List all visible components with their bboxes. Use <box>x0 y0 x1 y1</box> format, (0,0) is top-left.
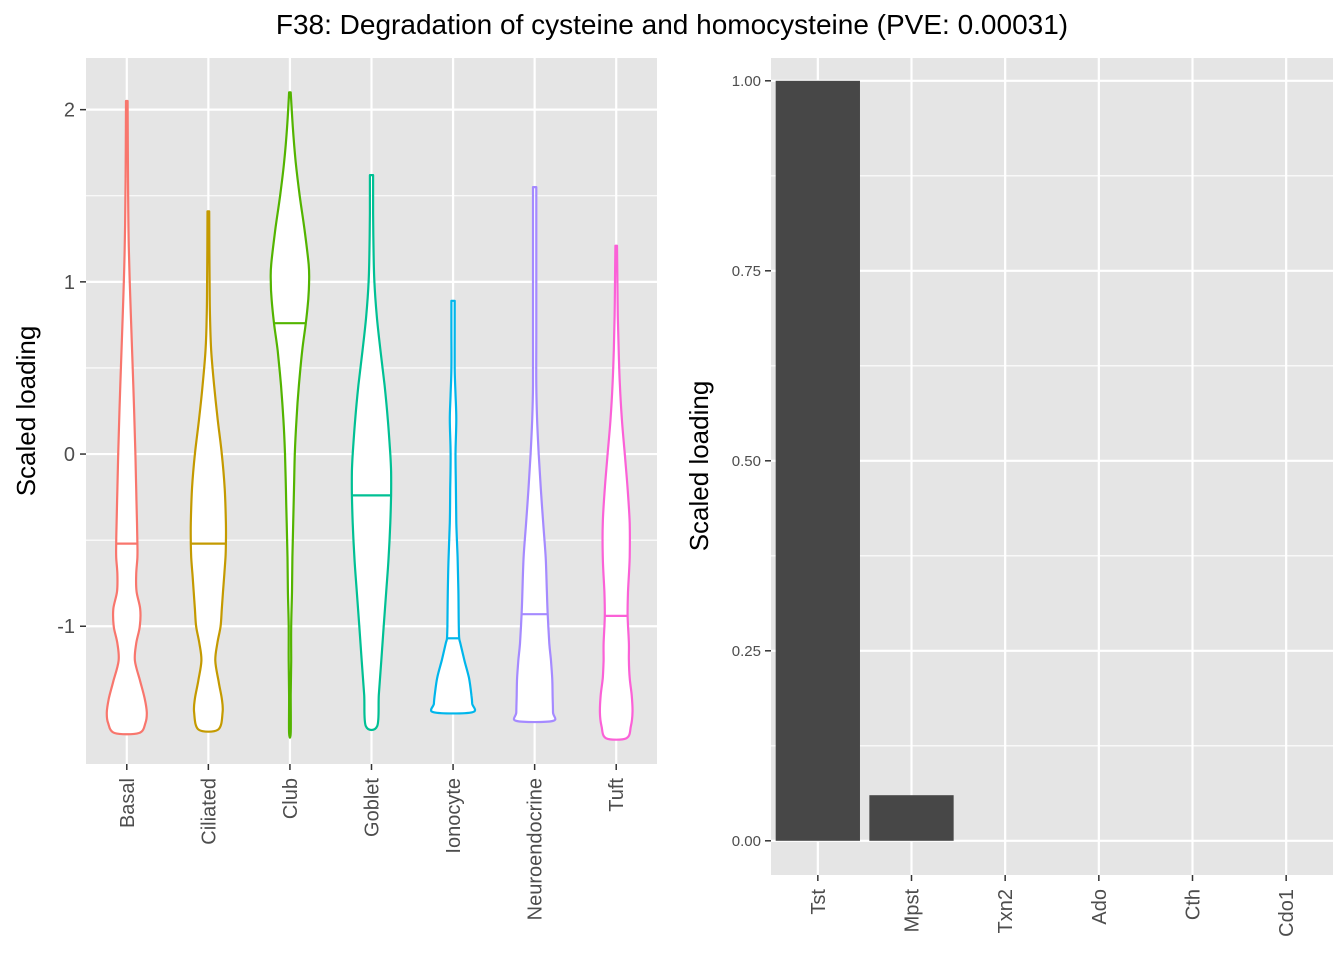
violin-basal <box>105 99 148 736</box>
bar-panel-background <box>771 58 1333 875</box>
violin-y-axis-title: Scaled loading <box>11 326 41 497</box>
bar-tst <box>775 80 860 841</box>
violin-y-tick-label: 1 <box>64 272 75 294</box>
bar-x-tick-label: Mpst <box>902 889 924 933</box>
violin-ionocyte <box>429 299 477 715</box>
violin-goblet <box>350 174 393 732</box>
violin-x-axis: Basal Ciliated Club Goblet Ionocyte Neuroendo… <box>117 764 628 920</box>
bar-y-tick-label: 0.50 <box>732 453 761 470</box>
violin-y-tick-label: 0 <box>64 444 75 466</box>
violin-x-tick-label: Basal <box>117 778 139 828</box>
violin-x-tick-label: Ciliated <box>198 778 220 845</box>
bar-y-tick-label: 1.00 <box>732 73 761 90</box>
violin-neuroendocrine <box>512 186 557 724</box>
bar-x-axis: Tst Mpst Txn2 Ado Cth Cdo1 <box>808 875 1298 937</box>
violin-y-axis: -1 0 1 2 <box>57 100 86 638</box>
violin-shapes <box>105 91 634 741</box>
violin-ciliated <box>189 210 228 733</box>
violin-x-tick-label: Goblet <box>362 778 384 837</box>
bar-y-tick-label: 0.00 <box>732 833 761 850</box>
bar-y-tick-label: 0.25 <box>732 643 761 660</box>
bar-mpst <box>869 795 954 841</box>
bar-x-tick-label: Tst <box>808 889 830 915</box>
bar-y-axis: 0.00 0.25 0.50 0.75 1.00 <box>732 73 771 850</box>
bar-x-tick-label: Cth <box>1183 889 1205 920</box>
violin-x-tick-label: Club <box>280 778 302 819</box>
violin-x-tick-label: Tuft <box>606 778 628 812</box>
violin-y-tick-label: -1 <box>57 616 75 638</box>
bar-shapes <box>775 80 954 841</box>
figure-title: F38: Degradation of cysteine and homocys… <box>276 9 1068 40</box>
bar-x-tick-label: Ado <box>1089 889 1111 925</box>
violin-club <box>269 91 311 739</box>
violin-y-tick-label: 2 <box>64 100 75 122</box>
violin-chart: -1 0 1 2 Basal Ciliated Club Goblet Ionocyte Neu… <box>11 58 657 920</box>
bar-x-tick-label: Txn2 <box>995 889 1017 933</box>
bar-y-axis-title: Scaled loading <box>684 381 714 552</box>
bar-y-tick-label: 0.75 <box>732 263 761 280</box>
violin-x-tick-label: Neuroendocrine <box>525 778 547 920</box>
violin-x-tick-label: Ionocyte <box>443 778 465 854</box>
bar-x-tick-label: Cdo1 <box>1276 889 1298 937</box>
bar-chart: 0.00 0.25 0.50 0.75 1.00 Tst Mpst Txn2 Ado Cth Cd… <box>684 58 1333 937</box>
